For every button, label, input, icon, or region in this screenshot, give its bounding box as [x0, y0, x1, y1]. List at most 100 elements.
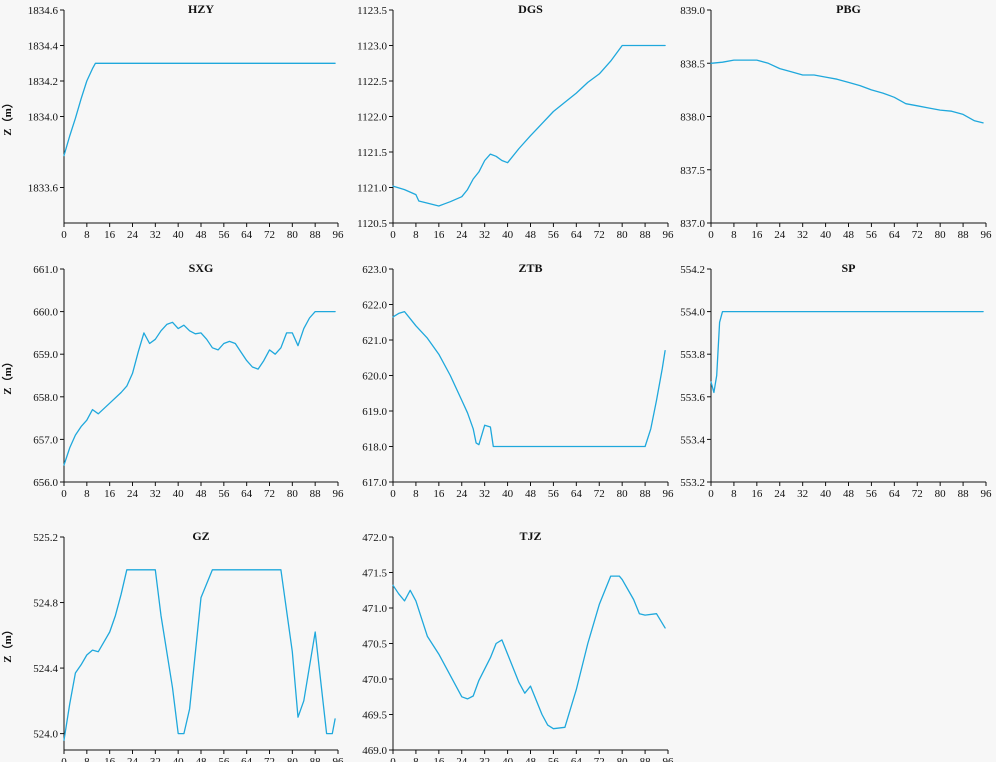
y-tick-label: 838.0: [680, 112, 705, 124]
x-tick-label: 80: [935, 229, 947, 241]
x-tick-label: 64: [241, 488, 253, 500]
x-tick-label: 88: [640, 488, 652, 500]
x-tick-label: 80: [617, 229, 629, 241]
x-tick-label: 40: [173, 229, 185, 241]
y-tick-label: 469.0: [362, 745, 387, 757]
x-tick-label: 8: [84, 756, 90, 762]
x-tick-label: 56: [548, 756, 560, 762]
x-tick-label: 88: [310, 229, 322, 241]
x-tick-label: 48: [843, 229, 855, 241]
x-tick-label: 8: [413, 229, 419, 241]
x-tick-label: 56: [218, 488, 230, 500]
x-tick-label: 40: [820, 229, 832, 241]
x-tick-label: 24: [127, 756, 139, 762]
x-tick-label: 32: [479, 488, 490, 500]
y-tick-label: 659.0: [33, 349, 58, 361]
x-tick-label: 96: [663, 488, 675, 500]
x-tick-label: 24: [456, 756, 468, 762]
x-tick-label: 56: [548, 229, 560, 241]
x-tick-label: 24: [456, 229, 468, 241]
x-tick-label: 64: [241, 756, 253, 762]
x-tick-label: 16: [104, 229, 116, 241]
x-tick-label: 96: [333, 229, 345, 241]
y-tick-label: 524.0: [33, 729, 58, 741]
x-tick-label: 40: [502, 756, 514, 762]
x-tick-label: 96: [663, 756, 675, 762]
series-line: [63, 310, 336, 466]
x-tick-label: 64: [571, 229, 583, 241]
x-tick-label: 16: [751, 488, 763, 500]
x-tick-label: 0: [61, 229, 67, 241]
x-tick-label: 88: [640, 229, 652, 241]
x-tick-label: 0: [61, 756, 67, 762]
x-tick-label: 32: [797, 229, 808, 241]
panel-title: SXG: [189, 261, 214, 275]
x-tick-label: 48: [525, 488, 537, 500]
panel-tjz: 0 8 16 24 32 40 48 56 64 72 80 88 96 469.0 469.5 470.0 4…: [362, 529, 674, 762]
panel-title: ZTB: [518, 261, 542, 275]
y-tick-label: 1122.0: [357, 112, 387, 124]
x-tick-label: 96: [333, 488, 345, 500]
y-tick-label: 554.0: [680, 307, 705, 319]
x-tick-label: 8: [731, 229, 737, 241]
x-tick-label: 72: [912, 229, 923, 241]
y-tick-label: 469.5: [362, 710, 387, 722]
x-tick-label: 80: [287, 756, 299, 762]
x-tick-label: 32: [479, 756, 490, 762]
panel-pbg: 0 8 16 24 32 40 48 56 64 72 80 88 96 837.0 837.5 838.0 8…: [680, 2, 992, 241]
y-tick-label: 525.2: [33, 532, 58, 544]
x-tick-label: 0: [390, 756, 396, 762]
x-tick-label: 40: [820, 488, 832, 500]
y-tick-label: 553.8: [680, 349, 705, 361]
x-tick-label: 64: [889, 488, 901, 500]
y-tick-label: 658.0: [33, 392, 58, 404]
x-tick-label: 8: [413, 488, 419, 500]
x-tick-label: 24: [774, 488, 786, 500]
y-tick-label: 1120.5: [357, 218, 387, 230]
x-tick-label: 88: [310, 488, 322, 500]
x-tick-label: 8: [84, 488, 90, 500]
x-tick-label: 56: [218, 756, 230, 762]
y-tick-label: 472.0: [362, 532, 387, 544]
x-tick-label: 40: [173, 756, 185, 762]
panel-gz: 0 8 16 24 32 40 48 56 64 72 80 88 96 524.0 524.4 524.8 5…: [1, 529, 344, 762]
panel-title: PBG: [836, 2, 861, 16]
x-tick-label: 80: [617, 488, 629, 500]
x-tick-label: 8: [731, 488, 737, 500]
x-tick-label: 16: [751, 229, 763, 241]
x-tick-label: 80: [617, 756, 629, 762]
y-axis-label: Z（m）: [1, 97, 14, 136]
y-tick-label: 838.5: [680, 58, 705, 70]
x-tick-label: 80: [935, 488, 947, 500]
x-tick-label: 80: [287, 229, 299, 241]
y-tick-label: 471.5: [362, 568, 387, 580]
x-tick-label: 0: [708, 229, 714, 241]
x-tick-label: 16: [433, 488, 445, 500]
y-tick-label: 553.6: [680, 392, 705, 404]
series-line: [63, 569, 336, 741]
x-tick-label: 72: [264, 229, 275, 241]
x-tick-label: 56: [218, 229, 230, 241]
y-tick-label: 1834.0: [28, 112, 59, 124]
x-tick-label: 64: [571, 488, 583, 500]
x-tick-label: 88: [640, 756, 652, 762]
y-tick-label: 470.0: [362, 674, 387, 686]
x-tick-label: 32: [150, 229, 161, 241]
x-tick-label: 24: [456, 488, 468, 500]
x-tick-label: 64: [889, 229, 901, 241]
x-tick-label: 56: [866, 488, 878, 500]
y-tick-label: 839.0: [680, 5, 705, 17]
y-tick-label: 1123.0: [357, 41, 387, 53]
x-tick-label: 16: [104, 488, 116, 500]
y-tick-label: 1833.6: [28, 183, 59, 195]
x-tick-label: 72: [264, 488, 275, 500]
y-tick-label: 660.0: [33, 307, 58, 319]
x-tick-label: 24: [127, 488, 139, 500]
x-tick-label: 72: [594, 229, 605, 241]
x-tick-label: 88: [958, 229, 970, 241]
y-tick-label: 1123.5: [357, 5, 387, 17]
x-tick-label: 40: [173, 488, 185, 500]
panel-dgs: 0 8 16 24 32 40 48 56 64 72 80 88 96 1120.5 1121.0 1121…: [357, 2, 674, 241]
y-tick-label: 618.0: [362, 442, 387, 454]
y-tick-label: 553.4: [680, 434, 705, 446]
